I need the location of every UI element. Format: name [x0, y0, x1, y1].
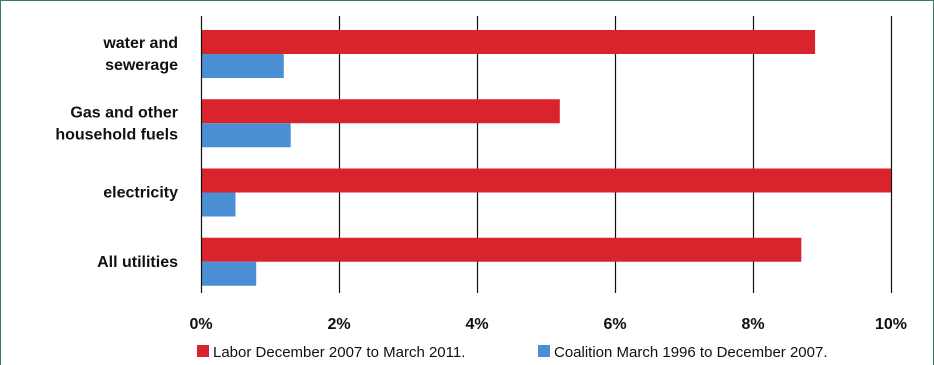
bar-coalition-water-and-sewerage — [201, 54, 284, 78]
category-label-water-and-sewerage: water and sewerage — [102, 35, 178, 74]
category-label-electricity: electricity — [103, 185, 178, 202]
category-labels: water and sewerage Gas and other household … — [55, 35, 178, 271]
legend-label-coalition: Coalition March 1996 to December 2007. — [554, 344, 828, 361]
legend: Labor December 2007 to March 2011. Coalit… — [197, 344, 828, 361]
x-tick-label-2: 2% — [327, 316, 350, 333]
bar-coalition-gas-and-other-household-fuels — [201, 123, 291, 148]
x-tick-label-0: 0% — [189, 316, 212, 333]
bar-labor-water-and-sewerage — [201, 30, 816, 54]
bar-labor-all-utilities — [201, 237, 802, 262]
bar-labor-gas-and-other-household-fuels — [201, 99, 560, 124]
bars — [201, 30, 891, 286]
bar-labor-electricity — [201, 168, 891, 193]
tick-labels: 0% 2% 4% 6% 8% 10% — [189, 316, 907, 333]
category-label-gas-and-other-household-fuels: Gas and other household fuels — [55, 104, 178, 143]
bar-coalition-all-utilities — [201, 261, 257, 286]
x-tick-label-6: 6% — [603, 316, 626, 333]
x-tick-label-4: 4% — [465, 316, 488, 333]
legend-swatch-coalition — [538, 345, 550, 357]
x-tick-label-10: 10% — [875, 316, 907, 333]
legend-label-labor: Labor December 2007 to March 2011. — [213, 344, 465, 361]
bar-coalition-electricity — [201, 192, 236, 217]
legend-swatch-labor — [197, 345, 209, 357]
category-label-all-utilities: All utilities — [97, 254, 178, 271]
x-tick-label-8: 8% — [741, 316, 764, 333]
